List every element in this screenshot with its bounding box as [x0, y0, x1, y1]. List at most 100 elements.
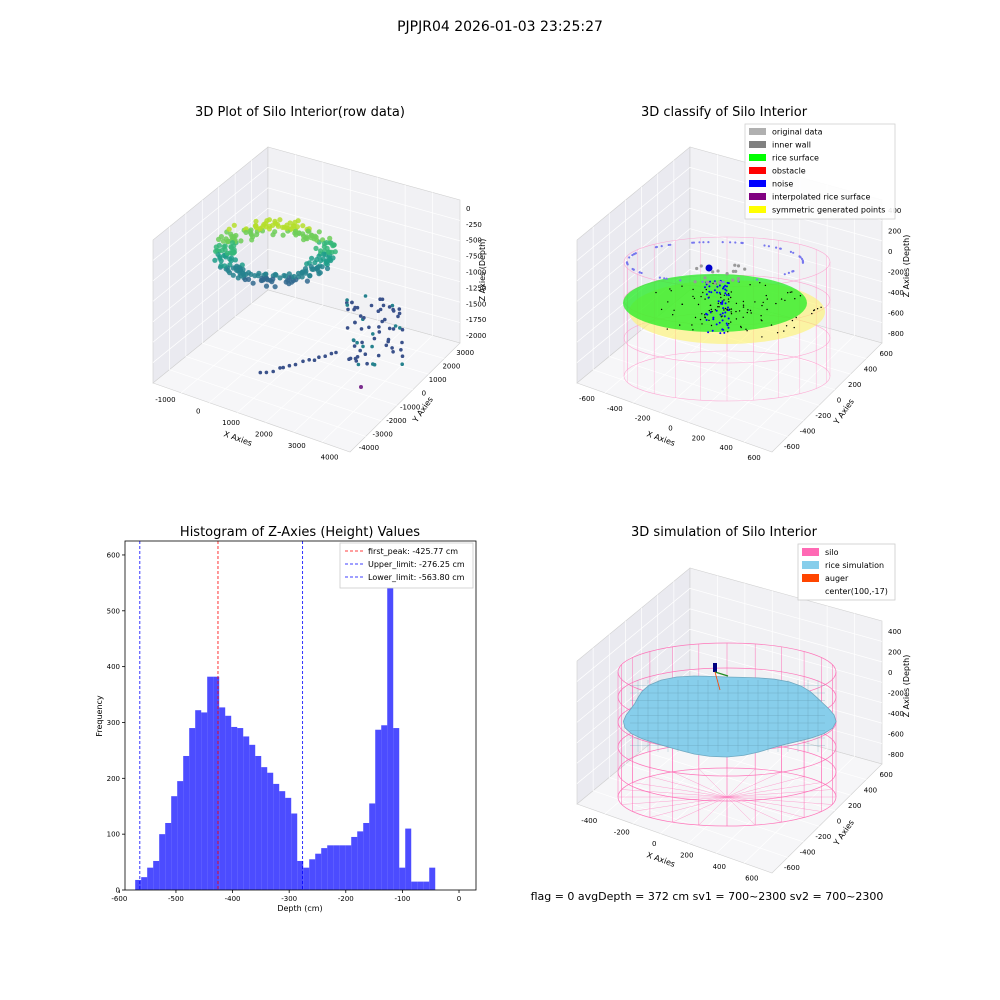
floor-gridline [609, 356, 804, 422]
y-tick-label: -3000 [372, 431, 392, 439]
panel-raw-data-3d: 3D Plot of Silo Interior(row data) -1000… [152, 105, 487, 461]
wall-point [638, 271, 641, 274]
data-point [256, 270, 262, 276]
silo-floor-spoke [632, 796, 728, 812]
data-point [224, 250, 231, 256]
data-point [321, 241, 328, 247]
wall-point [628, 256, 631, 259]
original-point [693, 280, 697, 284]
wall-point [679, 279, 682, 282]
rice-point [813, 309, 815, 312]
z-tick-label: -200 [888, 690, 904, 698]
data-point [263, 271, 269, 277]
histogram-bar [387, 554, 394, 890]
legend-swatch [802, 574, 819, 582]
noise-point [715, 309, 718, 312]
data-point [231, 222, 237, 228]
rice-point [670, 290, 672, 292]
rice-point [681, 303, 684, 305]
legend-swatch [749, 141, 766, 148]
z-tick-label: -600 [888, 730, 904, 738]
data-point [400, 362, 405, 367]
floor-gridline [625, 342, 820, 406]
z-tick-label: -750 [466, 253, 482, 261]
data-point [228, 231, 234, 237]
legend-label: rice simulation [825, 561, 884, 570]
rice-point [692, 329, 694, 331]
wall-point [660, 245, 663, 248]
data-point [351, 338, 356, 342]
data-point [212, 257, 218, 263]
noise-point [724, 302, 727, 305]
panel3-legend: first_peak: -425.77 cm Upper_limit: -276.… [339, 542, 474, 589]
x-tick-label: 600 [745, 874, 758, 882]
noise-point [718, 321, 721, 324]
figure-suptitle: PJPJR04 2026-01-03 23:25:27 [397, 19, 603, 35]
z-tick-label: -800 [888, 330, 904, 338]
rice-point [749, 284, 751, 286]
rice-point [694, 316, 697, 319]
data-point [250, 234, 256, 240]
rice-point [746, 330, 748, 332]
panel2-classified-points [623, 236, 831, 402]
data-point [355, 355, 360, 359]
rice-point [712, 282, 714, 285]
noise-point [709, 311, 712, 313]
y-tick-label: 300 [107, 719, 120, 727]
x-tick-label: 0 [196, 407, 200, 415]
data-point [238, 238, 244, 244]
rice-point [742, 304, 745, 306]
histogram-bar [339, 845, 346, 890]
rice-point [727, 293, 730, 295]
rice-point [710, 308, 712, 311]
data-point [400, 354, 405, 359]
original-point [736, 264, 741, 268]
data-point [273, 272, 279, 278]
legend-swatch [802, 561, 819, 569]
panel2-zlabel: Z Axies (Depth) [902, 235, 911, 298]
x-tick-label: -200 [635, 415, 651, 423]
rice-point [717, 302, 719, 305]
data-point [354, 359, 359, 363]
y-tick-label: -400 [800, 428, 816, 436]
y-tick-label: 600 [879, 771, 892, 779]
data-point [352, 344, 357, 348]
data-point [232, 257, 238, 263]
data-point [387, 305, 392, 309]
data-point [321, 251, 327, 257]
rice-point [679, 324, 681, 326]
panel-histogram: Histogram of Z-Axies (Height) Values -60… [95, 525, 477, 913]
rice-point [705, 288, 707, 291]
histogram-bar [201, 712, 208, 890]
original-point [703, 276, 707, 280]
data-point [332, 249, 338, 255]
data-point [248, 227, 254, 233]
data-point [358, 348, 363, 353]
data-point [281, 365, 286, 370]
histogram-bar [177, 781, 184, 890]
legend-label: rice surface [772, 154, 819, 163]
data-point [218, 234, 224, 240]
x-tick-label: -100 [394, 895, 410, 903]
rice-point [799, 295, 802, 297]
wall-point [787, 271, 791, 274]
wall-point [763, 244, 766, 247]
rice-point [681, 285, 683, 287]
legend-swatch [749, 193, 766, 200]
histogram-bar [399, 867, 406, 890]
noise-point [707, 296, 710, 299]
rice-point [760, 315, 762, 317]
z-tick-label: -500 [466, 237, 482, 245]
rice-point [727, 331, 729, 333]
data-point [399, 348, 403, 352]
panel4-xlabel: X Axies [645, 850, 676, 869]
rice-point [728, 323, 730, 325]
rice-point [787, 292, 789, 294]
data-point [299, 274, 305, 280]
x-tick-label: -1000 [155, 396, 175, 404]
rice-point [704, 317, 706, 319]
data-point [293, 362, 298, 367]
data-point [271, 369, 276, 374]
noise-point [719, 313, 722, 316]
panel3-title: Histogram of Z-Axies (Height) Values [180, 525, 420, 540]
